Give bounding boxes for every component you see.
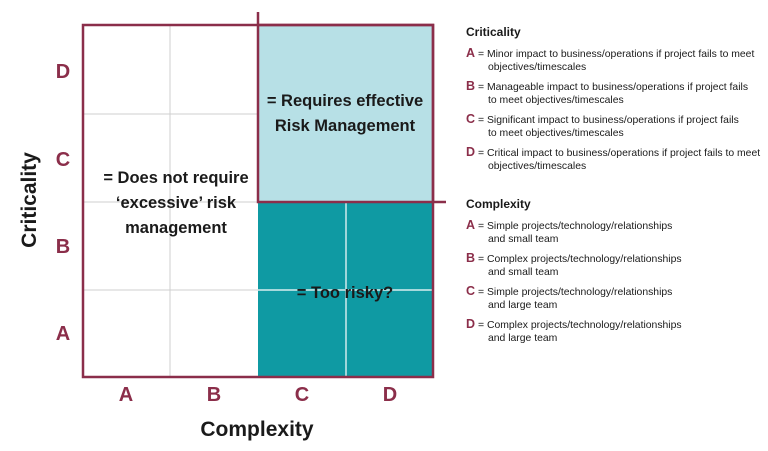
criticality-legend-item-d: D = Critical impact to business/operatio… bbox=[466, 144, 762, 174]
legend-line: objectives/timescales bbox=[488, 62, 587, 73]
criticality-legend-item-b: B = Manageable impact to business/operat… bbox=[466, 78, 762, 108]
complexity-legend-title: Complexity bbox=[466, 197, 531, 211]
x-tick-c: C bbox=[295, 384, 309, 406]
legend-line: = Simple projects/technology/relationshi… bbox=[478, 220, 673, 232]
legend-line: = Significant impact to business/operati… bbox=[478, 114, 739, 126]
legend-key: D bbox=[466, 144, 476, 159]
y-tick-b: B bbox=[56, 236, 70, 258]
too-risky-text: = Too risky? bbox=[297, 284, 393, 302]
x-tick-b: B bbox=[207, 384, 221, 406]
criticality-legend-item-c: C = Significant impact to business/opera… bbox=[466, 111, 762, 141]
criticality-legend-item-a: A = Minor impact to business/operations … bbox=[466, 45, 762, 75]
grid-lines-teal bbox=[258, 202, 433, 377]
legend-key: B bbox=[466, 78, 476, 93]
legend-line: = Manageable impact to business/operatio… bbox=[478, 81, 749, 93]
complexity-legend-item-c: C = Simple projects/technology/relations… bbox=[466, 283, 762, 313]
y-axis-label: Criticality bbox=[18, 152, 41, 248]
legend-line: and small team bbox=[488, 234, 559, 245]
y-tick-d: D bbox=[56, 61, 70, 83]
x-axis-label: Complexity bbox=[200, 418, 314, 441]
y-tick-c: C bbox=[56, 149, 70, 171]
legend-key: C bbox=[466, 283, 476, 298]
legend-line: and large team bbox=[488, 300, 558, 311]
legend-line: objectives/timescales bbox=[488, 161, 587, 172]
complexity-legend-item-d: D = Complex projects/technology/relation… bbox=[466, 316, 762, 346]
low-risk-text-line3: management bbox=[125, 219, 227, 237]
complexity-legend: Complexity A = Simple projects/technolog… bbox=[466, 197, 762, 352]
risk-management-text-line2: Risk Management bbox=[275, 117, 416, 135]
x-tick-a: A bbox=[119, 384, 133, 406]
legend-line: to meet objectives/timescales bbox=[488, 128, 624, 139]
y-tick-a: A bbox=[56, 323, 70, 345]
risk-management-border bbox=[256, 23, 435, 204]
legend-key: A bbox=[466, 45, 476, 60]
legend-line: = Complex projects/technology/relationsh… bbox=[478, 253, 682, 265]
risk-matrix: D C B A A B C D Complexity Criticality =… bbox=[18, 12, 446, 441]
low-risk-text-line1: = Does not require bbox=[103, 169, 248, 187]
legend-key: A bbox=[466, 217, 476, 232]
criticality-legend: Criticality A = Minor impact to business… bbox=[466, 25, 762, 180]
low-risk-text-line2: ‘excessive’ risk bbox=[116, 194, 237, 212]
legend-line: = Minor impact to business/operations if… bbox=[478, 48, 755, 60]
legend-line: to meet objectives/timescales bbox=[488, 95, 624, 106]
legend-line: and large team bbox=[488, 333, 558, 344]
legend-key: B bbox=[466, 250, 476, 265]
legend-line: = Simple projects/technology/relationshi… bbox=[478, 286, 673, 298]
legend-line: = Critical impact to business/operations… bbox=[478, 147, 761, 159]
risk-management-region bbox=[258, 25, 433, 202]
criticality-legend-title: Criticality bbox=[466, 25, 521, 39]
legend-key: D bbox=[466, 316, 476, 331]
complexity-legend-item-b: B = Complex projects/technology/relation… bbox=[466, 250, 762, 280]
legend-line: and small team bbox=[488, 267, 559, 278]
grid-lines bbox=[83, 25, 258, 377]
legend-line: = Complex projects/technology/relationsh… bbox=[478, 319, 682, 331]
x-tick-d: D bbox=[383, 384, 397, 406]
risk-management-text-line1: = Requires effective bbox=[267, 92, 423, 110]
complexity-legend-item-a: A = Simple projects/technology/relations… bbox=[466, 217, 762, 247]
legend-key: C bbox=[466, 111, 476, 126]
